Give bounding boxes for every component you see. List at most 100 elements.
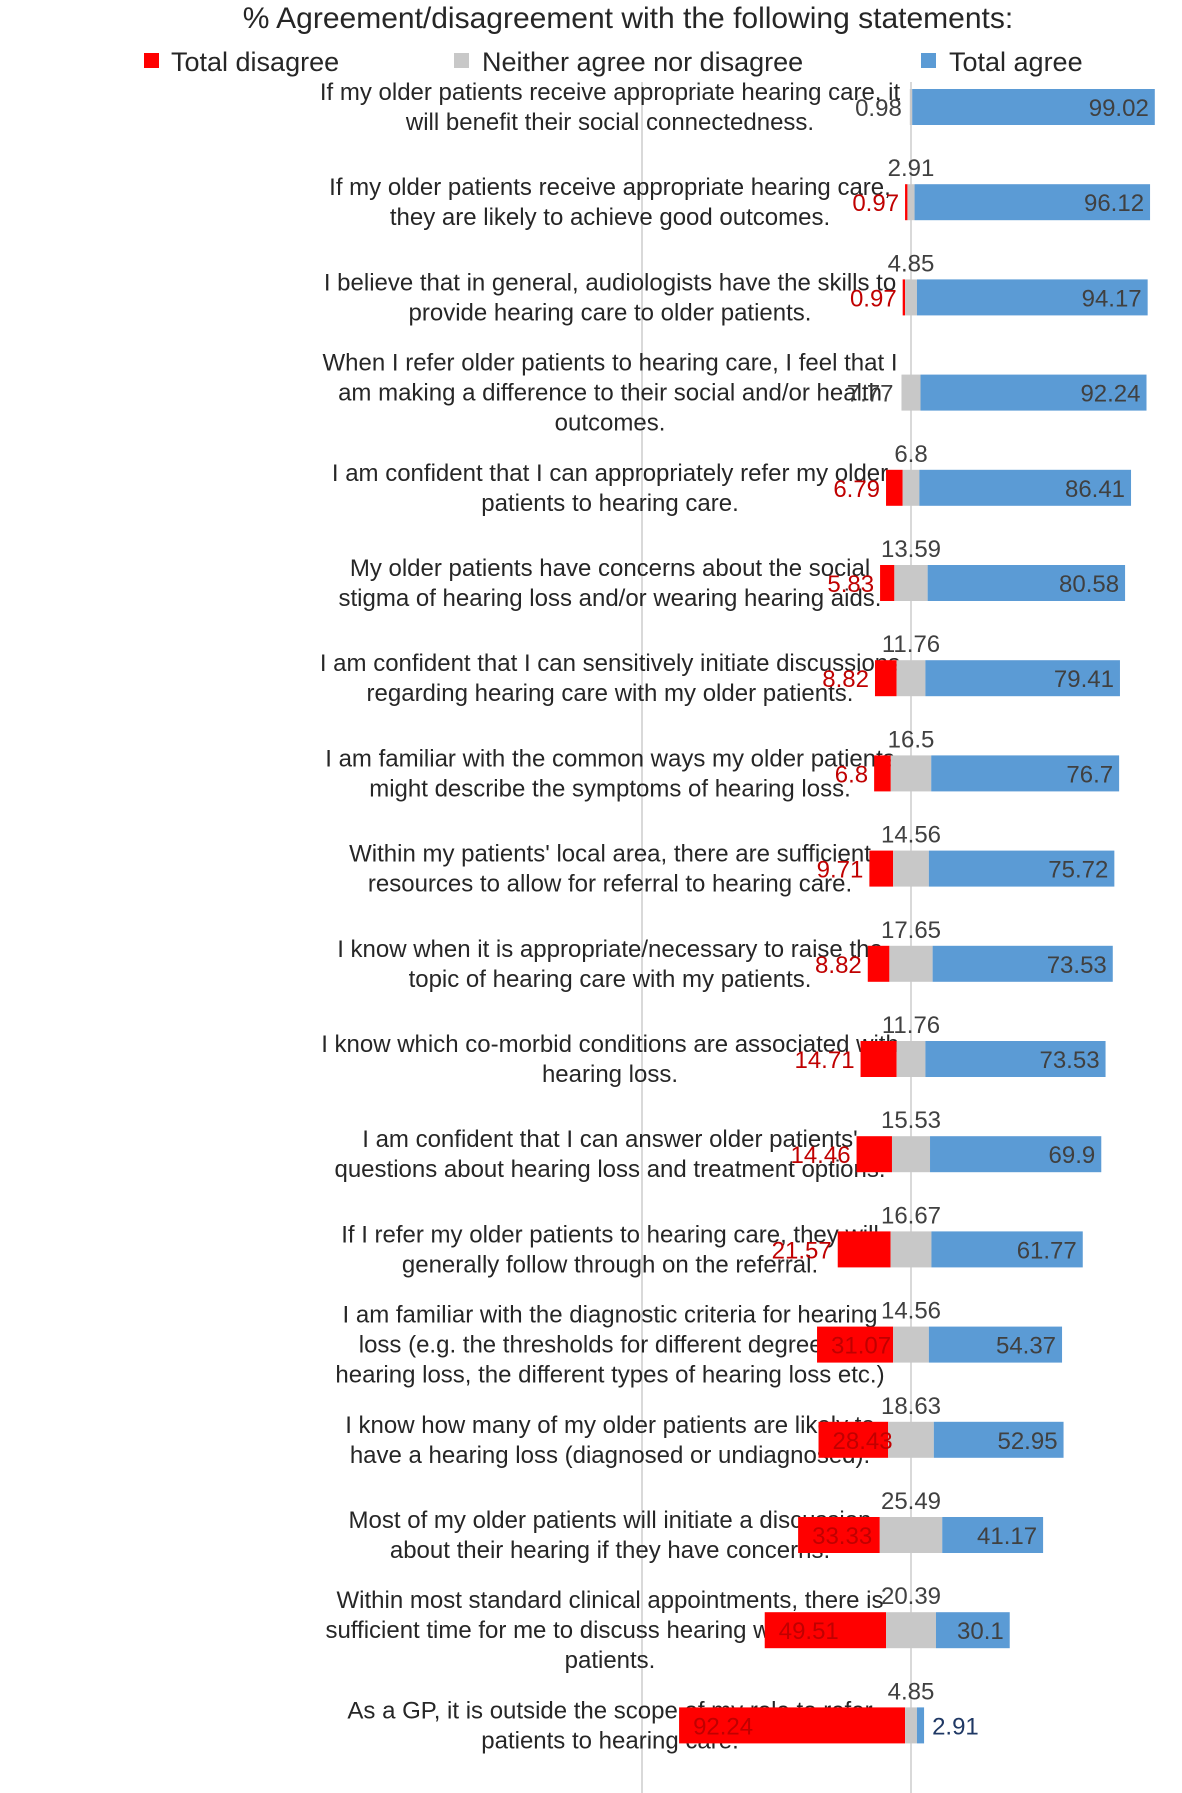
bar-neutral bbox=[893, 1326, 929, 1363]
bar-disagree bbox=[679, 1707, 906, 1744]
bar-agree bbox=[912, 89, 1155, 125]
statement-label: Within my patients' local area, there ar… bbox=[349, 841, 871, 868]
statement-label: I am confident that I can sensitively in… bbox=[320, 650, 900, 677]
label-agree: 80.58 bbox=[1059, 571, 1119, 598]
label-neutral: 2.91 bbox=[888, 155, 935, 182]
bar-agree bbox=[928, 850, 1115, 887]
bar-disagree bbox=[880, 565, 895, 601]
statement-label: I am familiar with the diagnostic criter… bbox=[343, 1302, 878, 1329]
label-agree: 75.72 bbox=[1048, 857, 1108, 884]
label-agree: 69.9 bbox=[1049, 1142, 1096, 1169]
bar-neutral bbox=[888, 1421, 934, 1458]
bar-agree bbox=[928, 1326, 1063, 1363]
bar-neutral bbox=[905, 279, 917, 316]
bar-neutral bbox=[907, 184, 915, 221]
statement-label: I know which co-morbid conditions are as… bbox=[321, 1031, 899, 1058]
bar-agree bbox=[933, 1421, 1064, 1458]
statement-label: hearing loss, the different types of hea… bbox=[335, 1362, 884, 1389]
bar-neutral bbox=[886, 1612, 936, 1649]
bar-neutral bbox=[889, 945, 933, 982]
statement-label: I am familiar with the common ways my ol… bbox=[325, 745, 895, 772]
bar-neutral bbox=[905, 1707, 917, 1744]
chart-rows: If my older patients receive appropriate… bbox=[320, 79, 1155, 1754]
label-neutral: 15.53 bbox=[881, 1107, 941, 1134]
label-disagree: 0.97 bbox=[850, 285, 897, 312]
bar-agree bbox=[927, 565, 1126, 601]
label-agree: 73.53 bbox=[1047, 952, 1107, 979]
label-disagree: 28.43 bbox=[833, 1428, 893, 1455]
label-agree: 54.37 bbox=[996, 1333, 1056, 1360]
bar-disagree bbox=[874, 660, 897, 697]
statement-label: might describe the symptoms of hearing l… bbox=[369, 775, 851, 802]
label-neutral: 17.65 bbox=[881, 917, 941, 944]
label-neutral: 18.63 bbox=[881, 1393, 941, 1420]
statement-label: I am confident that I can answer older p… bbox=[362, 1126, 858, 1153]
label-disagree: 31.07 bbox=[831, 1333, 891, 1360]
label-neutral: 6.8 bbox=[894, 441, 927, 468]
statement-label: questions about hearing loss and treatme… bbox=[334, 1156, 885, 1183]
bar-agree bbox=[916, 279, 1148, 316]
bar-disagree bbox=[905, 184, 908, 221]
label-disagree: 6.79 bbox=[833, 476, 880, 503]
statement-label: If I refer my older patients to hearing … bbox=[341, 1221, 879, 1248]
statement-label: they are likely to achieve good outcomes… bbox=[390, 204, 830, 231]
statement-label: I believe that in general, audiologists … bbox=[324, 269, 896, 296]
bar-neutral bbox=[902, 469, 920, 506]
bar-disagree bbox=[837, 1231, 891, 1268]
bar-neutral bbox=[891, 1136, 931, 1173]
label-neutral: 25.49 bbox=[881, 1488, 941, 1515]
label-disagree: 14.46 bbox=[790, 1142, 850, 1169]
statement-label: Most of my older patients will initiate … bbox=[349, 1507, 872, 1534]
bar-neutral bbox=[901, 374, 921, 411]
bar-agree bbox=[932, 945, 1113, 982]
statement-label: resources to allow for referral to heari… bbox=[368, 871, 852, 898]
statement-label: patients. bbox=[565, 1647, 656, 1674]
statement-label: hearing loss. bbox=[542, 1061, 678, 1088]
statement-label: If my older patients receive appropriate… bbox=[329, 174, 891, 201]
statement-label: stigma of hearing loss and/or wearing he… bbox=[339, 585, 882, 612]
label-agree: 41.17 bbox=[977, 1523, 1037, 1550]
bar-disagree bbox=[902, 279, 906, 316]
label-agree: 73.53 bbox=[1039, 1047, 1099, 1074]
label-agree: 94.17 bbox=[1082, 285, 1142, 312]
label-neutral: 4.85 bbox=[888, 1678, 935, 1705]
label-agree: 30.1 bbox=[957, 1618, 1004, 1645]
statement-label: regarding hearing care with my older pat… bbox=[367, 680, 854, 707]
label-agree: 96.12 bbox=[1084, 190, 1144, 217]
bar-agree bbox=[931, 755, 1120, 792]
bar-agree bbox=[914, 184, 1151, 221]
bar-agree bbox=[916, 1707, 925, 1744]
statement-label: outcomes. bbox=[555, 410, 666, 437]
bar-agree bbox=[942, 1517, 1044, 1553]
statement-label: When I refer older patients to hearing c… bbox=[323, 350, 898, 377]
bar-agree bbox=[930, 1136, 1102, 1173]
label-neutral: 0.98 bbox=[855, 95, 902, 122]
bar-neutral bbox=[893, 850, 929, 887]
bar-disagree bbox=[856, 1136, 892, 1173]
label-disagree: 5.83 bbox=[827, 571, 874, 598]
label-agree: 79.41 bbox=[1054, 666, 1114, 693]
bar-neutral bbox=[896, 1041, 926, 1077]
statement-label: topic of hearing care with my patients. bbox=[409, 966, 812, 993]
statement-label: have a hearing loss (diagnosed or undiag… bbox=[350, 1442, 870, 1469]
label-agree: 99.02 bbox=[1089, 95, 1149, 122]
label-disagree: 9.71 bbox=[817, 857, 864, 884]
label-disagree: 92.24 bbox=[693, 1713, 753, 1740]
label-disagree: 6.8 bbox=[835, 761, 868, 788]
label-disagree: 14.71 bbox=[794, 1047, 854, 1074]
legend-label-agree: Total agree bbox=[949, 47, 1083, 77]
bar-agree bbox=[931, 1231, 1083, 1268]
bar-disagree bbox=[817, 1326, 894, 1363]
label-neutral: 14.56 bbox=[881, 822, 941, 849]
label-disagree: 33.33 bbox=[812, 1523, 872, 1550]
bar-disagree bbox=[798, 1517, 880, 1553]
legend-label-neutral: Neither agree nor disagree bbox=[482, 47, 803, 77]
label-agree: 52.95 bbox=[997, 1428, 1057, 1455]
legend-label-disagree: Total disagree bbox=[171, 47, 339, 77]
label-agree: 86.41 bbox=[1065, 476, 1125, 503]
bar-agree bbox=[925, 660, 1120, 697]
statement-label: am making a difference to their social a… bbox=[338, 380, 882, 407]
bar-agree bbox=[920, 374, 1147, 411]
bar-neutral bbox=[894, 565, 928, 601]
